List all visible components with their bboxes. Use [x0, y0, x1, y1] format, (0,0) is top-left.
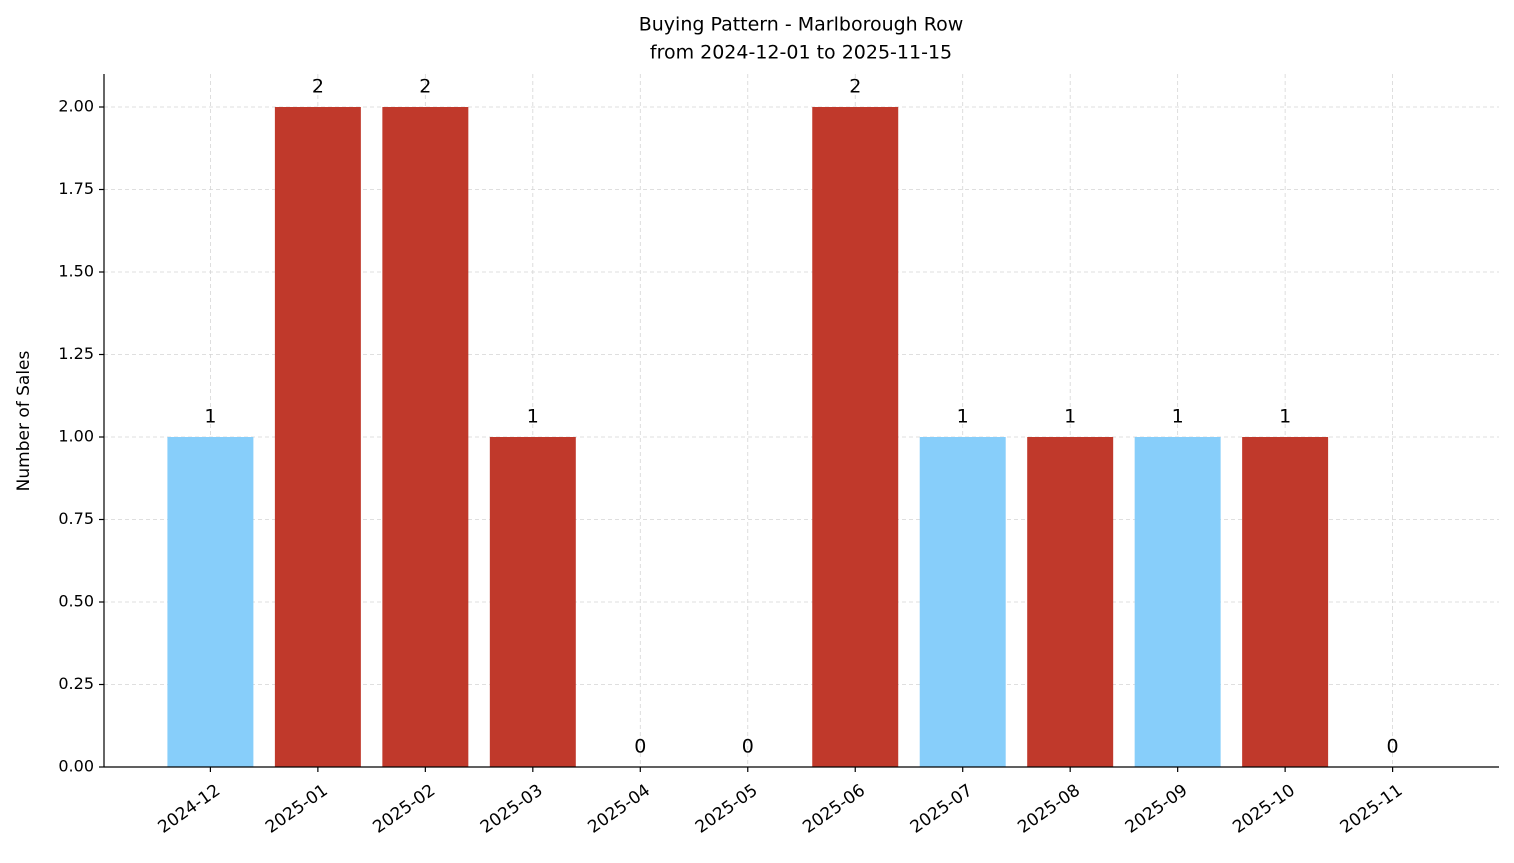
y-tick-label: 0.00 — [58, 757, 94, 776]
x-tick-label: 2025-10 — [1229, 781, 1299, 838]
x-tick-label: 2025-08 — [1014, 781, 1084, 838]
x-tick-label: 2025-01 — [262, 781, 332, 838]
data-label: 1 — [527, 406, 539, 428]
bar — [919, 437, 1006, 767]
data-label: 2 — [419, 76, 431, 98]
y-tick-label: 1.50 — [58, 262, 94, 281]
x-tick-label: 2025-02 — [369, 781, 439, 838]
x-tick-label: 2024-12 — [154, 781, 224, 838]
y-tick-label: 1.75 — [58, 179, 94, 198]
y-axis-label: Number of Sales — [14, 350, 34, 491]
data-label: 2 — [312, 76, 324, 98]
chart-title: Buying Pattern - Marlborough Row — [639, 14, 964, 36]
data-label: 0 — [1387, 736, 1399, 758]
data-label: 1 — [957, 406, 969, 428]
bar — [167, 437, 254, 767]
bar — [1134, 437, 1221, 767]
x-tick-label: 2025-06 — [799, 781, 869, 838]
y-tick-label: 0.25 — [58, 674, 94, 693]
bar — [1027, 437, 1114, 767]
data-label: 1 — [1279, 406, 1291, 428]
x-tick-label: 2025-05 — [692, 781, 762, 838]
chart-subtitle: from 2024-12-01 to 2025-11-15 — [650, 42, 952, 64]
bar — [382, 107, 469, 767]
y-tick-label: 1.00 — [58, 427, 94, 446]
x-tick-label: 2025-07 — [907, 781, 977, 838]
data-label: 1 — [204, 406, 216, 428]
data-label: 1 — [1064, 406, 1076, 428]
bar — [1242, 437, 1329, 767]
data-label: 0 — [742, 736, 754, 758]
bar — [274, 107, 361, 767]
y-tick-label: 2.00 — [58, 97, 94, 116]
data-label: 2 — [849, 76, 861, 98]
x-tick-label: 2025-09 — [1122, 781, 1192, 838]
y-tick-label: 0.75 — [58, 509, 94, 528]
bar — [812, 107, 899, 767]
x-tick-label: 2025-03 — [477, 781, 547, 838]
y-tick-label: 1.25 — [58, 344, 94, 363]
x-tick-label: 2025-11 — [1337, 781, 1407, 838]
bar — [489, 437, 576, 767]
y-tick-label: 0.50 — [58, 592, 94, 611]
data-label: 0 — [634, 736, 646, 758]
data-label: 1 — [1172, 406, 1184, 428]
x-tick-label: 2025-04 — [584, 781, 654, 838]
